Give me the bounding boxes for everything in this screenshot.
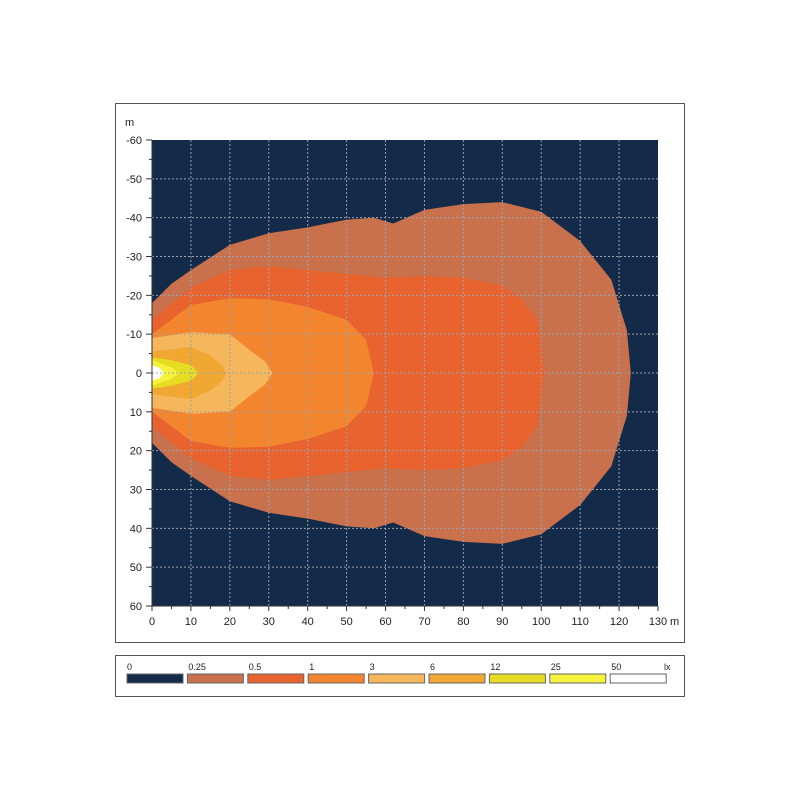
legend-swatch xyxy=(247,673,305,684)
y-tick-label: 10 xyxy=(130,407,142,419)
grid-lines xyxy=(152,140,658,606)
y-tick-label: -60 xyxy=(126,135,142,147)
legend-label: 3 xyxy=(370,662,375,672)
x-tick-label: 70 xyxy=(418,616,430,628)
legend: 0 0.25 0.5 1 3 6 12 25 50 lx xyxy=(126,662,671,684)
legend-swatch xyxy=(186,673,244,684)
y-axis-unit: m xyxy=(125,117,134,129)
y-tick-label: 40 xyxy=(130,523,142,535)
x-tick-label: 110 xyxy=(571,616,589,628)
x-tick-label: 120 xyxy=(610,616,628,628)
x-tick-label: 20 xyxy=(224,616,236,628)
y-tick-label: -40 xyxy=(126,213,142,225)
legend-swatch xyxy=(609,673,667,684)
x-tick-label: 130 xyxy=(649,616,667,628)
legend-label: 50 xyxy=(611,662,621,672)
x-tick-label: 100 xyxy=(532,616,550,628)
legend-swatch xyxy=(126,673,184,684)
x-tick-label: 30 xyxy=(263,616,275,628)
y-tick-label: 20 xyxy=(130,446,142,458)
legend-label: 0 xyxy=(127,662,132,672)
axes: 0 10 20 30 40 50 60 70 80 90 100 110 120 130-60-50-40… xyxy=(125,117,679,628)
x-tick-label: 90 xyxy=(496,616,508,628)
legend-frame xyxy=(115,655,685,697)
legend-label: 0.5 xyxy=(249,662,262,672)
y-tick-label: 0 xyxy=(136,368,142,380)
legend-swatch xyxy=(549,673,607,684)
legend-swatch xyxy=(307,673,365,684)
y-tick-label: -20 xyxy=(126,290,142,302)
x-tick-label: 50 xyxy=(340,616,352,628)
y-tick-label: -50 xyxy=(126,174,142,186)
x-tick-label: 0 xyxy=(149,616,155,628)
legend-label: 1 xyxy=(309,662,314,672)
legend-swatch xyxy=(428,673,486,684)
x-axis-unit: m xyxy=(670,616,679,628)
y-tick-label: 60 xyxy=(130,601,142,613)
x-tick-label: 10 xyxy=(185,616,197,628)
chart-frame xyxy=(115,103,685,643)
y-tick-label: 30 xyxy=(130,485,142,497)
y-tick-label: -30 xyxy=(126,252,142,264)
legend-unit: lx xyxy=(664,662,671,672)
x-tick-label: 80 xyxy=(457,616,469,628)
y-tick-label: -10 xyxy=(126,329,142,341)
legend-swatch xyxy=(488,673,546,684)
y-tick-label: 50 xyxy=(130,562,142,574)
x-tick-label: 60 xyxy=(379,616,391,628)
legend-swatch xyxy=(368,673,426,684)
legend-label: 6 xyxy=(430,662,435,672)
legend-label: 0.25 xyxy=(188,662,206,672)
legend-label: 12 xyxy=(490,662,500,672)
x-tick-label: 40 xyxy=(302,616,314,628)
legend-label: 25 xyxy=(551,662,561,672)
